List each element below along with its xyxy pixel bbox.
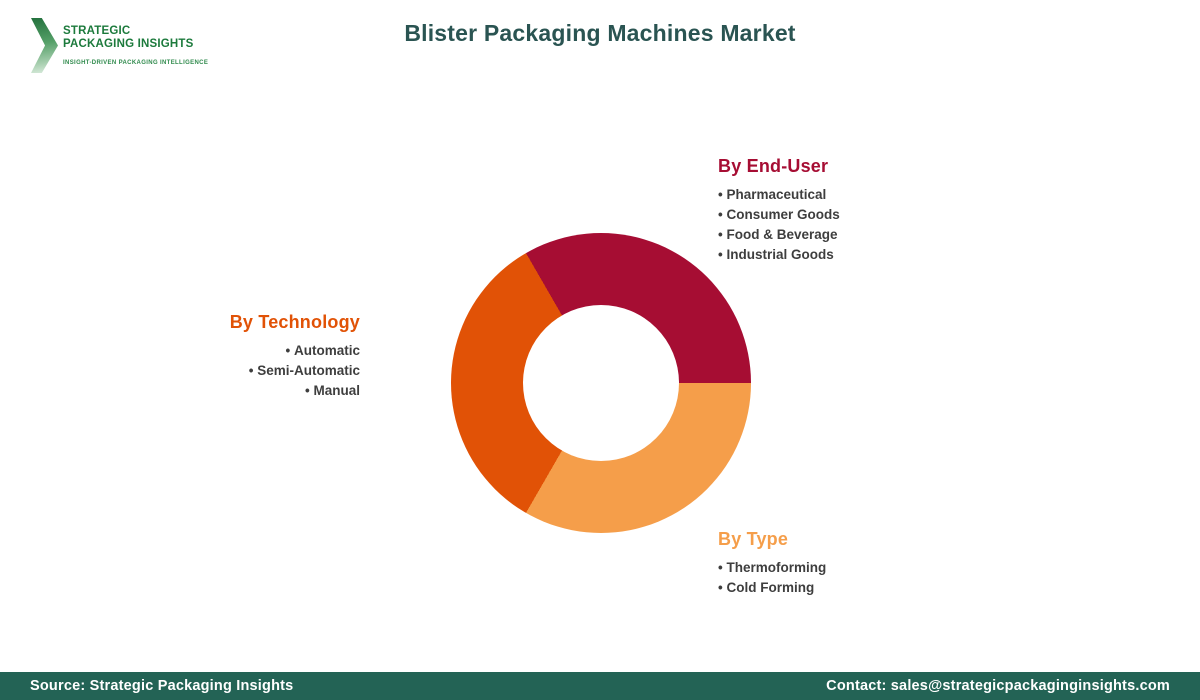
list-item: Manual bbox=[230, 381, 360, 401]
segment-heading-technology: By Technology bbox=[229, 312, 360, 332]
list-item: Pharmaceutical bbox=[718, 185, 840, 205]
segment-group-type: By Type Thermoforming Cold Forming bbox=[718, 528, 826, 598]
list-item: Semi-Automatic bbox=[230, 361, 360, 381]
list-item: Cold Forming bbox=[718, 578, 826, 598]
page-title: Blister Packaging Machines Market bbox=[404, 20, 796, 46]
segment-group-technology: By Technology Automatic Semi-Automatic M… bbox=[230, 311, 360, 401]
list-item: Automatic bbox=[230, 341, 360, 361]
footer-contact: Contact: sales@strategicpackaginginsight… bbox=[826, 678, 1170, 694]
brand-text: STRATEGIC PACKAGING INSIGHTS INSIGHT-DRI… bbox=[63, 18, 208, 73]
brand-name-line1: STRATEGIC bbox=[63, 25, 131, 37]
list-item: Consumer Goods bbox=[718, 205, 839, 225]
list-item: Thermoforming bbox=[718, 558, 826, 578]
brand-tagline: INSIGHT-DRIVEN PACKAGING INTELLIGENCE bbox=[63, 60, 209, 66]
list-item: Food & Beverage bbox=[718, 225, 840, 245]
segment-list-end-user: Pharmaceutical Consumer Goods Food & Bev… bbox=[718, 185, 840, 265]
donut-hole bbox=[523, 305, 679, 461]
footer-bar: Source: Strategic Packaging Insights Con… bbox=[0, 672, 1200, 700]
segment-group-end-user: By End-User Pharmaceutical Consumer Good… bbox=[718, 155, 840, 265]
segment-list-type: Thermoforming Cold Forming bbox=[718, 558, 826, 598]
donut-chart bbox=[451, 233, 751, 533]
brand-name-line2: PACKAGING INSIGHTS bbox=[63, 38, 194, 50]
brand-logo: STRATEGIC PACKAGING INSIGHTS INSIGHT-DRI… bbox=[31, 18, 208, 73]
footer-source: Source: Strategic Packaging Insights bbox=[30, 678, 294, 694]
segment-heading-type: By Type bbox=[718, 529, 789, 549]
segment-heading-end-user: By End-User bbox=[718, 156, 829, 176]
list-item: Industrial Goods bbox=[718, 245, 840, 265]
segment-list-technology: Automatic Semi-Automatic Manual bbox=[230, 341, 360, 401]
